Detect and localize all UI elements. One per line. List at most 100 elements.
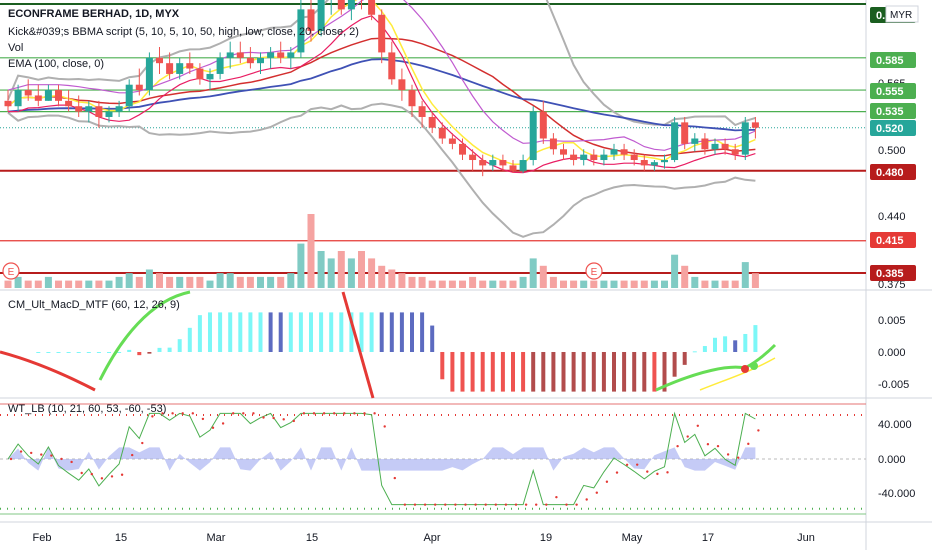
macd-bar	[197, 315, 202, 352]
candle-body	[671, 122, 679, 161]
volume-bar	[570, 280, 578, 288]
volume-bar	[671, 254, 679, 288]
wt-signal-dot	[232, 412, 235, 415]
volume-bar	[337, 251, 345, 288]
wt-signal-dot	[636, 463, 639, 466]
candle-body	[34, 95, 42, 101]
earnings-marker	[585, 262, 603, 280]
wt-signal-dot	[706, 442, 710, 446]
wt-axis-tick: 40.000	[878, 419, 912, 431]
wt-signal-dot	[757, 429, 760, 432]
macd-signal-line	[0, 350, 96, 392]
macd-bar	[571, 352, 576, 392]
volume-bar	[388, 269, 396, 288]
candle-body	[226, 52, 234, 58]
macd-bar	[551, 352, 556, 392]
macd-bar	[561, 352, 566, 392]
macd-bar	[187, 327, 192, 352]
macd-bar	[46, 352, 51, 353]
candle-body	[640, 160, 648, 166]
volume-bar	[600, 280, 608, 288]
candle-body	[539, 111, 547, 139]
candle-body	[650, 162, 658, 166]
wt-signal-dot	[646, 470, 649, 473]
macd-bar	[430, 325, 435, 352]
macd-bar	[480, 352, 485, 392]
volume-bar	[95, 280, 103, 288]
volume-bar	[368, 258, 376, 288]
wt-signal-dot	[141, 441, 144, 445]
macd-bar	[612, 352, 616, 392]
wt-signal-dot	[19, 450, 23, 453]
macd-bar	[228, 312, 233, 352]
candle-body	[95, 106, 103, 117]
price-label-text: 0.585	[876, 55, 904, 67]
macd-bar	[218, 312, 223, 352]
candle-body	[408, 90, 416, 107]
macd-bar	[76, 352, 81, 353]
candle-body	[145, 57, 153, 91]
x-axis-tick: 17	[702, 532, 714, 544]
candle-body	[196, 68, 204, 80]
macd-bar	[399, 312, 404, 352]
volume-bar	[176, 276, 184, 288]
wt-signal-dot	[595, 491, 598, 494]
wt-signal-dot	[514, 503, 518, 506]
volume-bar	[499, 280, 507, 288]
volume-bar	[661, 280, 668, 288]
macd-bar	[601, 352, 606, 392]
wt-signal-dot	[131, 453, 134, 457]
candle-body	[580, 154, 588, 161]
price-label-box	[870, 103, 916, 119]
wt-signal-dot	[605, 480, 609, 483]
volume-bar	[640, 280, 648, 288]
x-axis-tick: Mar	[207, 532, 226, 544]
wt-signal-dot	[363, 412, 366, 415]
volume-bar	[509, 280, 517, 288]
candle-body	[570, 154, 578, 161]
candle-body	[337, 0, 345, 10]
candle-body	[257, 57, 264, 64]
macd-bar	[288, 312, 293, 352]
wt-signal-dot	[80, 471, 83, 475]
candle-body	[236, 52, 244, 58]
volume-bar	[529, 258, 537, 288]
macd-bar	[642, 352, 647, 392]
earnings-marker-label: E	[591, 267, 598, 278]
price-axis-tick: 0.500	[878, 145, 906, 157]
wt-signal-dot	[211, 426, 215, 429]
volume-bar	[277, 276, 285, 288]
volume-bar	[691, 276, 699, 288]
candle-body	[661, 160, 668, 163]
wt-signal-dot	[110, 475, 114, 478]
volume-bar	[519, 276, 527, 288]
volume-bar	[105, 280, 113, 288]
wt-signal-dot	[252, 412, 255, 415]
candle-body	[438, 127, 446, 139]
wt-signal-dot	[474, 503, 477, 506]
macd-bar	[147, 352, 152, 354]
macd-bar	[511, 352, 515, 392]
volume-bar	[257, 276, 264, 288]
macd-bar	[319, 312, 324, 352]
volume-bar	[630, 280, 638, 288]
macd-bar	[379, 312, 384, 352]
candle-body	[489, 160, 497, 166]
wt-signal-dot	[686, 435, 689, 438]
wt-signal-dot	[494, 503, 497, 506]
x-axis-tick: Jun	[797, 532, 815, 544]
legend-ema: EMA (100, close, 0)	[8, 58, 104, 70]
wt-signal-dot	[656, 472, 659, 476]
candle-body	[277, 52, 285, 58]
candle-body	[398, 79, 406, 91]
candle-body	[590, 154, 598, 161]
wt-signal-dot	[171, 412, 174, 415]
candle-body	[600, 154, 608, 161]
macd-bar	[440, 352, 445, 380]
wt-signal-dot	[272, 416, 275, 420]
volume-bar	[14, 276, 22, 288]
wt-signal-dot	[312, 412, 316, 415]
macd-bar	[581, 352, 586, 392]
wt-signal-dot	[90, 472, 94, 476]
